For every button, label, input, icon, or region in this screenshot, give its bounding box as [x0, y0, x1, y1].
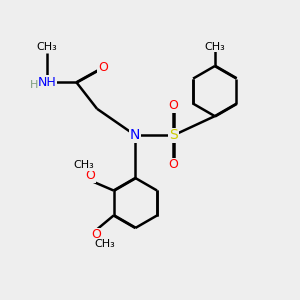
Text: CH₃: CH₃: [94, 239, 115, 249]
Text: CH₃: CH₃: [74, 160, 94, 170]
Text: O: O: [98, 61, 108, 74]
Text: O: O: [169, 158, 178, 171]
Text: O: O: [85, 169, 95, 182]
Text: N: N: [130, 128, 140, 142]
Text: H: H: [29, 80, 38, 90]
Text: O: O: [91, 228, 101, 241]
Text: CH₃: CH₃: [37, 42, 57, 52]
Text: S: S: [169, 128, 178, 142]
Text: CH₃: CH₃: [204, 42, 225, 52]
Text: NH: NH: [38, 76, 56, 89]
Text: O: O: [169, 99, 178, 112]
